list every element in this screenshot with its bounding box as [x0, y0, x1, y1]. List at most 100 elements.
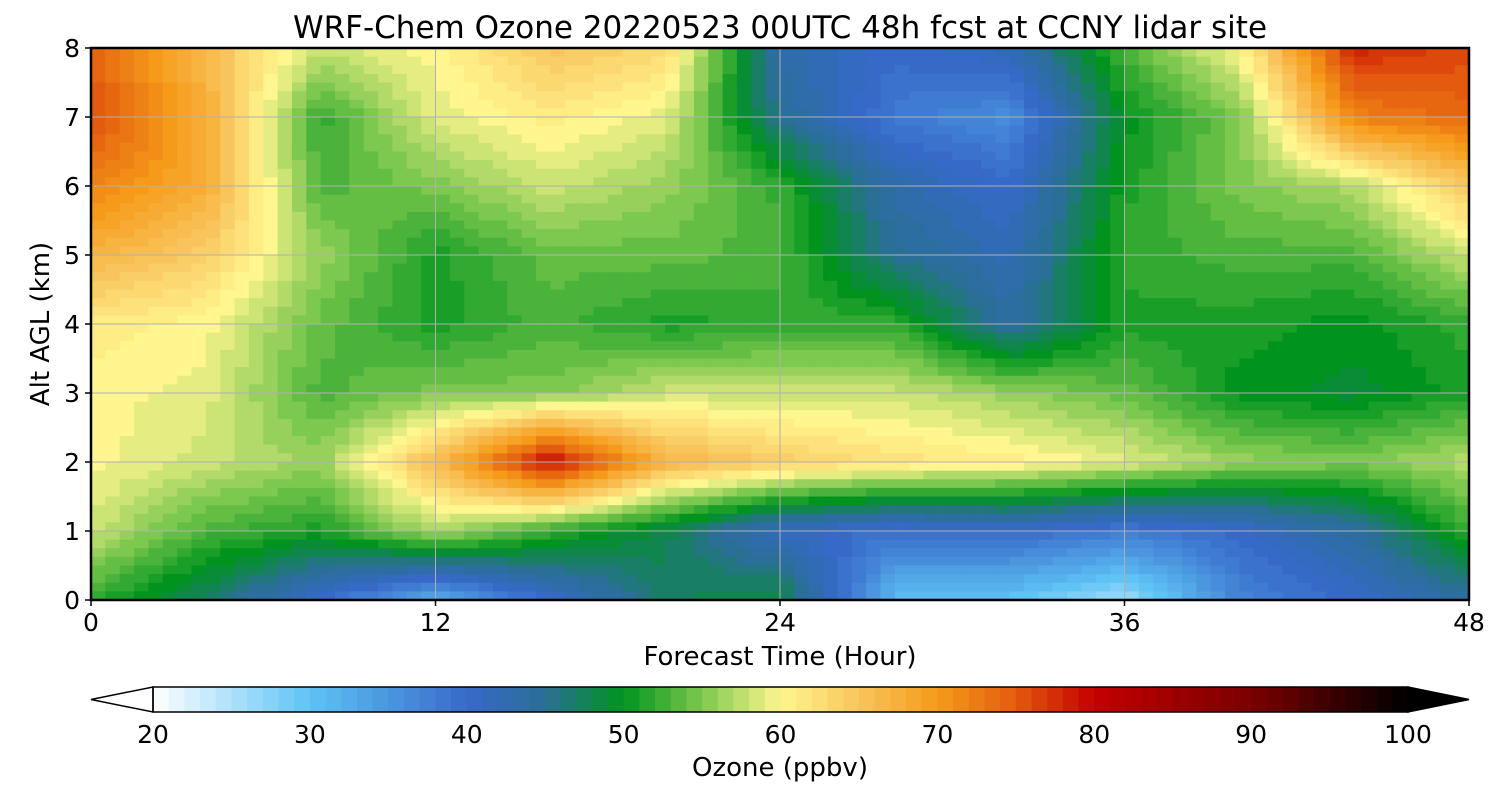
heatmap-cell [794, 315, 810, 325]
heatmap-cell [1081, 142, 1097, 153]
heatmap-cell [1081, 315, 1097, 325]
heatmap-cell [1138, 117, 1154, 127]
heatmap-cell [1038, 177, 1054, 187]
heatmap-cell [1397, 229, 1413, 239]
heatmap-cell [937, 229, 953, 239]
heatmap-cell [980, 306, 996, 316]
heatmap-cell [1397, 151, 1413, 161]
heatmap-cell [1454, 229, 1470, 239]
heatmap-cell [406, 203, 422, 213]
heatmap-cell [780, 237, 795, 247]
heatmap-cell [1325, 255, 1341, 265]
heatmap-cell [1397, 220, 1413, 230]
heatmap-cell [650, 73, 666, 84]
heatmap-cell [780, 306, 795, 316]
heatmap-cell [162, 427, 178, 437]
heatmap-cell [535, 56, 551, 66]
heatmap-cell [1253, 272, 1269, 282]
heatmap-cell [464, 194, 480, 204]
heatmap-cell [894, 487, 910, 498]
heatmap-cell [478, 56, 494, 66]
heatmap-cell [1024, 56, 1039, 66]
heatmap-cell [751, 401, 767, 411]
heatmap-cell [837, 479, 853, 489]
heatmap-cell [636, 349, 652, 360]
heatmap-cell [1181, 263, 1197, 273]
heatmap-cell [665, 255, 681, 265]
heatmap-cell [1167, 229, 1183, 239]
heatmap-cell [1354, 151, 1370, 161]
heatmap-cell [349, 341, 365, 351]
heatmap-cell [995, 375, 1011, 385]
heatmap-cell [1239, 99, 1255, 109]
heatmap-cell [679, 280, 695, 291]
heatmap-cell [679, 341, 695, 351]
heatmap-cell [650, 427, 666, 437]
heatmap-cell [1196, 436, 1212, 446]
heatmap-cell [1167, 263, 1183, 273]
heatmap-cell [952, 220, 968, 230]
heatmap-cell [1368, 470, 1384, 480]
heatmap-cell [320, 298, 336, 308]
heatmap-cell [808, 444, 824, 454]
heatmap-cell [708, 358, 724, 368]
heatmap-cell [277, 436, 293, 446]
heatmap-cell [1339, 263, 1355, 273]
heatmap-cell [248, 384, 264, 394]
heatmap-cell [1311, 444, 1327, 454]
heatmap-cell [263, 168, 279, 178]
heatmap-cell [392, 82, 408, 92]
heatmap-cell [1052, 384, 1068, 394]
heatmap-cell [277, 298, 293, 308]
heatmap-cell [636, 108, 652, 118]
heatmap-cell [363, 462, 379, 472]
heatmap-cell [1210, 315, 1226, 325]
heatmap-cell [622, 229, 638, 239]
heatmap-cell [1009, 99, 1025, 109]
heatmap-cell [622, 349, 638, 360]
heatmap-cell [306, 99, 322, 109]
heatmap-cell [693, 246, 709, 256]
heatmap-cell [234, 280, 250, 291]
heatmap-cell [1311, 82, 1327, 92]
heatmap-cell [134, 401, 150, 411]
heatmap-cell [205, 151, 221, 161]
heatmap-cell [1095, 324, 1111, 334]
heatmap-cell [622, 341, 638, 351]
heatmap-cell [564, 289, 580, 299]
heatmap-cell [220, 168, 236, 178]
heatmap-cell [363, 298, 379, 308]
heatmap-cell [736, 237, 752, 247]
heatmap-cell [421, 341, 437, 351]
heatmap-cell [1311, 280, 1327, 291]
heatmap-cell [909, 401, 925, 411]
heatmap-cell [1181, 306, 1197, 316]
heatmap-cell [823, 108, 839, 118]
heatmap-cell [1311, 315, 1327, 325]
heatmap-cell [909, 48, 925, 58]
heatmap-cell [1009, 479, 1025, 489]
heatmap-cell [808, 48, 824, 58]
heatmap-cell [148, 263, 164, 273]
heatmap-cell [736, 341, 752, 351]
heatmap-cell [1311, 237, 1327, 247]
heatmap-cell [1052, 125, 1068, 135]
heatmap-cell [1196, 479, 1212, 489]
heatmap-cell [1009, 117, 1025, 127]
heatmap-cell [650, 108, 666, 118]
heatmap-cell [1382, 160, 1398, 170]
heatmap-cell [722, 324, 738, 334]
heatmap-cell [550, 203, 566, 213]
heatmap-cell [1325, 117, 1341, 127]
heatmap-cell [966, 375, 982, 385]
heatmap-cell [1181, 332, 1197, 342]
heatmap-cell [1325, 427, 1341, 437]
heatmap-cell [478, 211, 494, 222]
heatmap-cell [679, 246, 695, 256]
heatmap-cell [1181, 487, 1197, 498]
heatmap-cell [751, 453, 767, 463]
heatmap-cell [980, 48, 996, 58]
heatmap-cell [937, 186, 953, 196]
heatmap-cell [923, 479, 939, 489]
heatmap-cell [507, 73, 523, 84]
